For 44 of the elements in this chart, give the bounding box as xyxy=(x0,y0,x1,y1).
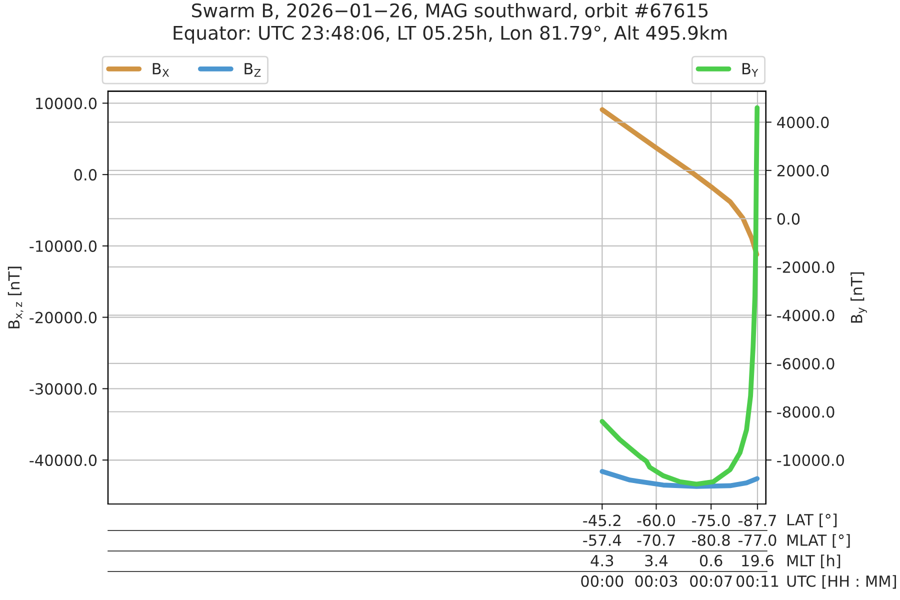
text: MLAT [°] xyxy=(788,534,850,548)
text: 19.6 xyxy=(742,554,774,566)
y2-tick-label: 4000.0 xyxy=(777,116,829,128)
x-tick-label: -87.7 xyxy=(738,514,776,526)
text: -70.7 xyxy=(637,534,675,546)
line-series xyxy=(600,105,760,487)
x-tick-label: -75.0 xyxy=(692,514,730,526)
text: 00:07 xyxy=(690,575,732,587)
chart-title: Swarm B, 2026−01−26, MAG southward, orbit #67615 xyxy=(192,3,708,20)
text: -57.4 xyxy=(583,534,622,546)
y2-tick-label: -8000.0 xyxy=(777,406,834,418)
x-tick-label: -60.0 xyxy=(637,514,675,526)
y-axis-title: B$_{x,z}$ [nT] xyxy=(8,266,24,328)
y2-tick-label: -6000.0 xyxy=(777,358,834,370)
text: 0.6 xyxy=(700,554,722,566)
y-tick-label: 0.0 xyxy=(74,169,97,181)
y2-tick-label: -2000.0 xyxy=(777,261,834,273)
text: -80.8 xyxy=(692,534,730,546)
line-series xyxy=(600,107,760,257)
text: 00:11 xyxy=(736,575,778,587)
y-tick-label: 10000.0 xyxy=(36,98,97,110)
y-tick-label: -20000.0 xyxy=(30,312,97,324)
text: -77.0 xyxy=(738,534,776,546)
y-tick-label: -10000.0 xyxy=(30,240,97,252)
line-series xyxy=(600,469,760,489)
text: 00:03 xyxy=(635,575,678,587)
chart-subtitle: Equator: UTC 23:48:06, LT 05.25h, Lon 81.79°, Alt 495.9km xyxy=(174,25,727,44)
text: 00:00 xyxy=(581,575,624,587)
x-tick-label: -45.2 xyxy=(583,514,620,526)
y-tick-label: -30000.0 xyxy=(30,383,97,395)
legend-label: B$_{Y}$ xyxy=(742,63,758,77)
legend-label: B$_{X}$ xyxy=(152,63,169,77)
y2-tick-label: 2000.0 xyxy=(777,164,829,176)
y2-axis-title: B$_{y}$ [nT] xyxy=(850,272,867,323)
y2-tick-label: 0.0 xyxy=(777,213,800,225)
text: MLT [h] xyxy=(788,554,840,568)
legend-label: B$_{Z}$ xyxy=(244,63,261,77)
text: UTC [HH : MM] xyxy=(787,575,896,589)
x-axis-title: LAT [°] xyxy=(788,514,837,528)
y2-tick-label: -4000.0 xyxy=(777,310,834,322)
y2-tick-label: -10000.0 xyxy=(777,454,844,466)
text: 3.4 xyxy=(645,554,668,566)
text: 4.3 xyxy=(590,554,614,566)
y-tick-label: -40000.0 xyxy=(30,454,97,466)
